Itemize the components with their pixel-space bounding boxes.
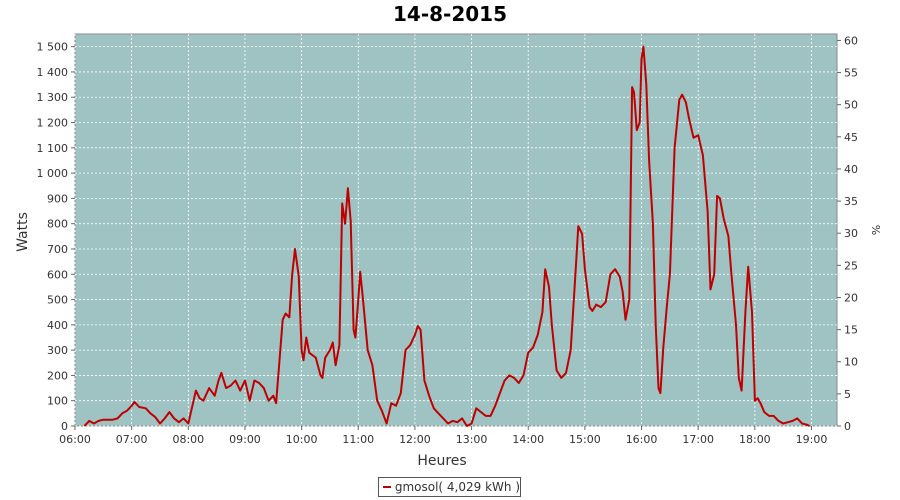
chart-title: 14-8-2015 [393, 2, 507, 26]
legend: gmosol( 4,029 kWh ) [378, 477, 521, 497]
y-tick-label: 1 300 [37, 91, 69, 104]
x-tick-label: 13:00 [456, 433, 488, 446]
y-tick-label: 100 [47, 395, 68, 408]
y2-tick-label: 10 [844, 356, 858, 369]
x-tick-label: 10:00 [286, 433, 318, 446]
x-tick-label: 15:00 [569, 433, 601, 446]
y-tick-label: 800 [47, 218, 68, 231]
y2-tick-label: 15 [844, 324, 858, 337]
y2-tick-label: 45 [844, 131, 858, 144]
y-tick-label: 700 [47, 243, 68, 256]
legend-swatch [383, 486, 391, 488]
y2-tick-label: 60 [844, 34, 858, 47]
y-tick-label: 400 [47, 319, 68, 332]
x-tick-label: 06:00 [59, 433, 91, 446]
x-axis-label: Heures [417, 453, 466, 469]
y-tick-label: 1 000 [37, 167, 69, 180]
x-tick-label: 17:00 [682, 433, 714, 446]
y2-tick-label: 5 [844, 388, 851, 401]
y2-axis-ticks: 0 5 10 15 20 25 30 35 40 45 50 55 60 [837, 34, 858, 433]
y-tick-label: 300 [47, 344, 68, 357]
x-axis-ticks: 06:00 07:00 08:00 09:00 10:00 11:00 12:00 13:00… [59, 426, 827, 446]
x-tick-label: 18:00 [739, 433, 771, 446]
y-tick-label: 1 500 [37, 41, 69, 54]
y2-tick-label: 30 [844, 227, 858, 240]
series-line [83, 45, 811, 427]
y2-axis-label: % [869, 225, 882, 235]
y-tick-label: 200 [47, 369, 68, 382]
y-axis-label: Watts [15, 212, 31, 252]
y-tick-label: 1 400 [37, 66, 69, 79]
y-tick-label: 600 [47, 268, 68, 281]
y-tick-label: 1 100 [37, 142, 69, 155]
y-axis-ticks: 0 100 200 300 400 500 600 700 800 900 1 000 1 100 1 … [37, 41, 75, 433]
y2-tick-label: 55 [844, 67, 858, 80]
x-tick-label: 08:00 [172, 433, 204, 446]
y-tick-label: 1 200 [37, 117, 69, 130]
y2-tick-label: 35 [844, 195, 858, 208]
x-tick-label: 14:00 [512, 433, 544, 446]
y2-tick-label: 25 [844, 259, 858, 272]
y2-tick-label: 50 [844, 99, 858, 112]
y2-tick-label: 40 [844, 163, 858, 176]
legend-label: gmosol( 4,029 kWh ) [394, 480, 520, 494]
x-tick-label: 12:00 [399, 433, 431, 446]
x-tick-label: 11:00 [342, 433, 374, 446]
y-tick-label: 500 [47, 294, 68, 307]
x-tick-label: 07:00 [116, 433, 148, 446]
y-tick-label: 900 [47, 192, 68, 205]
grid [74, 34, 837, 427]
series-layer [83, 45, 811, 427]
plot-area [74, 33, 838, 427]
x-tick-label: 16:00 [626, 433, 658, 446]
y2-tick-label: 0 [844, 420, 851, 433]
x-tick-label: 19:00 [796, 433, 828, 446]
y-tick-label: 0 [61, 420, 68, 433]
y2-tick-label: 20 [844, 291, 858, 304]
x-tick-label: 09:00 [229, 433, 261, 446]
